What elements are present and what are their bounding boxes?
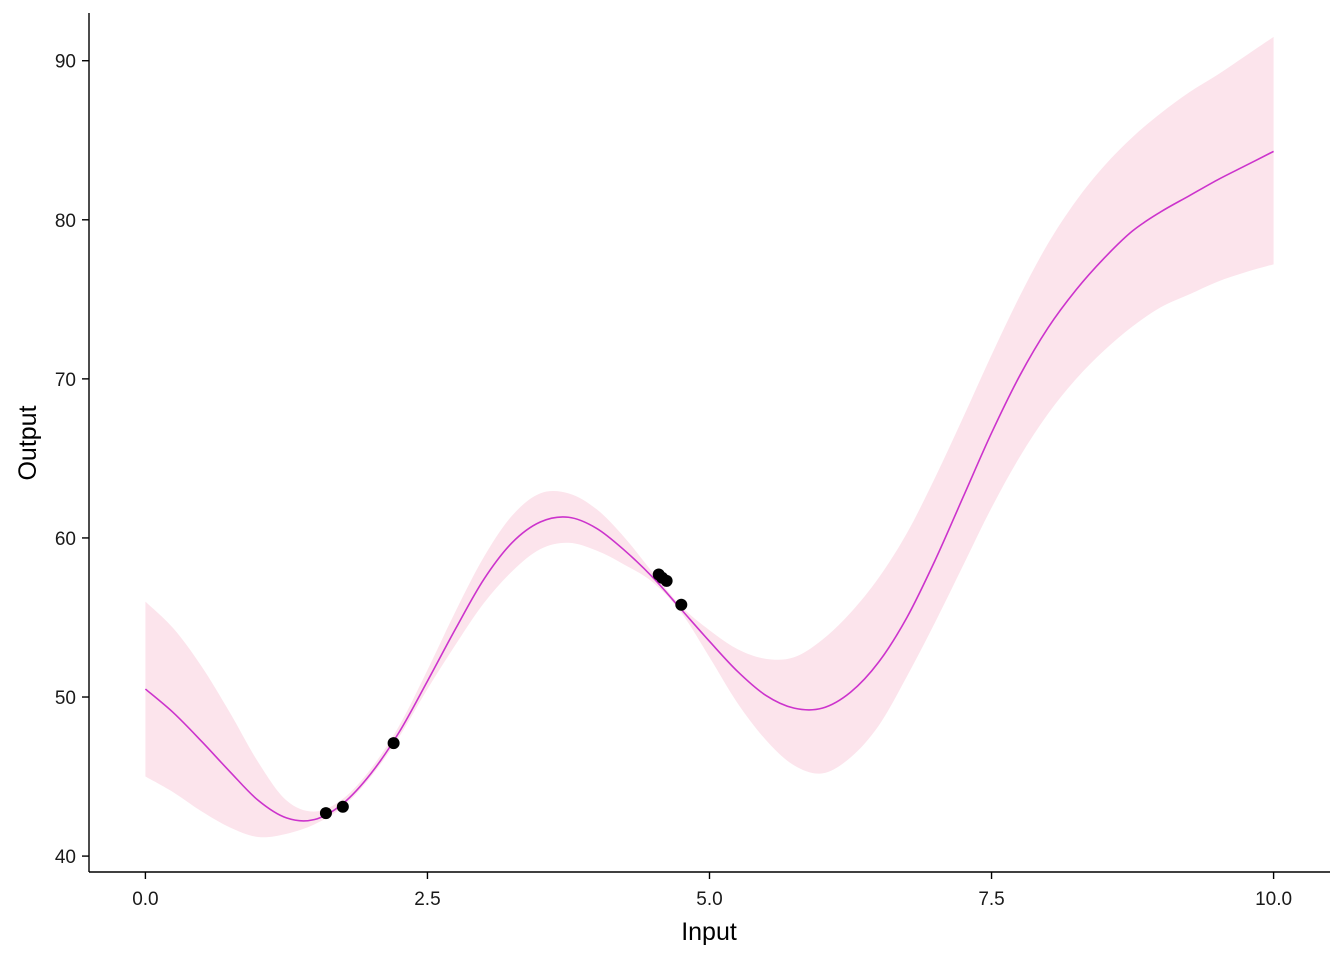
x-axis-ticks: 0.0 2.5 5.0 7.5 10.0 — [132, 872, 1292, 910]
y-tick-label: 50 — [55, 688, 76, 709]
y-tick-label: 70 — [55, 370, 76, 391]
x-tick-label: 10.0 — [1255, 889, 1292, 910]
mean-line — [144, 150, 1274, 822]
confidence-band — [145, 36, 1274, 838]
x-axis-title: Input — [681, 918, 737, 946]
y-tick-label: 60 — [55, 529, 76, 550]
observation-point — [675, 598, 688, 611]
x-tick-label: 7.5 — [978, 889, 1004, 910]
observation-point — [387, 737, 400, 750]
x-tick-label: 5.0 — [696, 889, 722, 910]
y-tick-label: 40 — [55, 847, 76, 868]
observation-point — [319, 807, 332, 820]
observations — [319, 568, 688, 820]
x-tick-label: 2.5 — [414, 889, 440, 910]
observation-point — [336, 800, 349, 813]
y-tick-label: 90 — [55, 52, 76, 73]
observation-point — [660, 574, 673, 587]
y-axis-title: Output — [14, 405, 42, 480]
y-axis-ticks: 40 50 60 70 80 90 — [55, 52, 89, 868]
y-tick-label: 80 — [55, 211, 76, 232]
x-tick-label: 0.0 — [132, 889, 158, 910]
